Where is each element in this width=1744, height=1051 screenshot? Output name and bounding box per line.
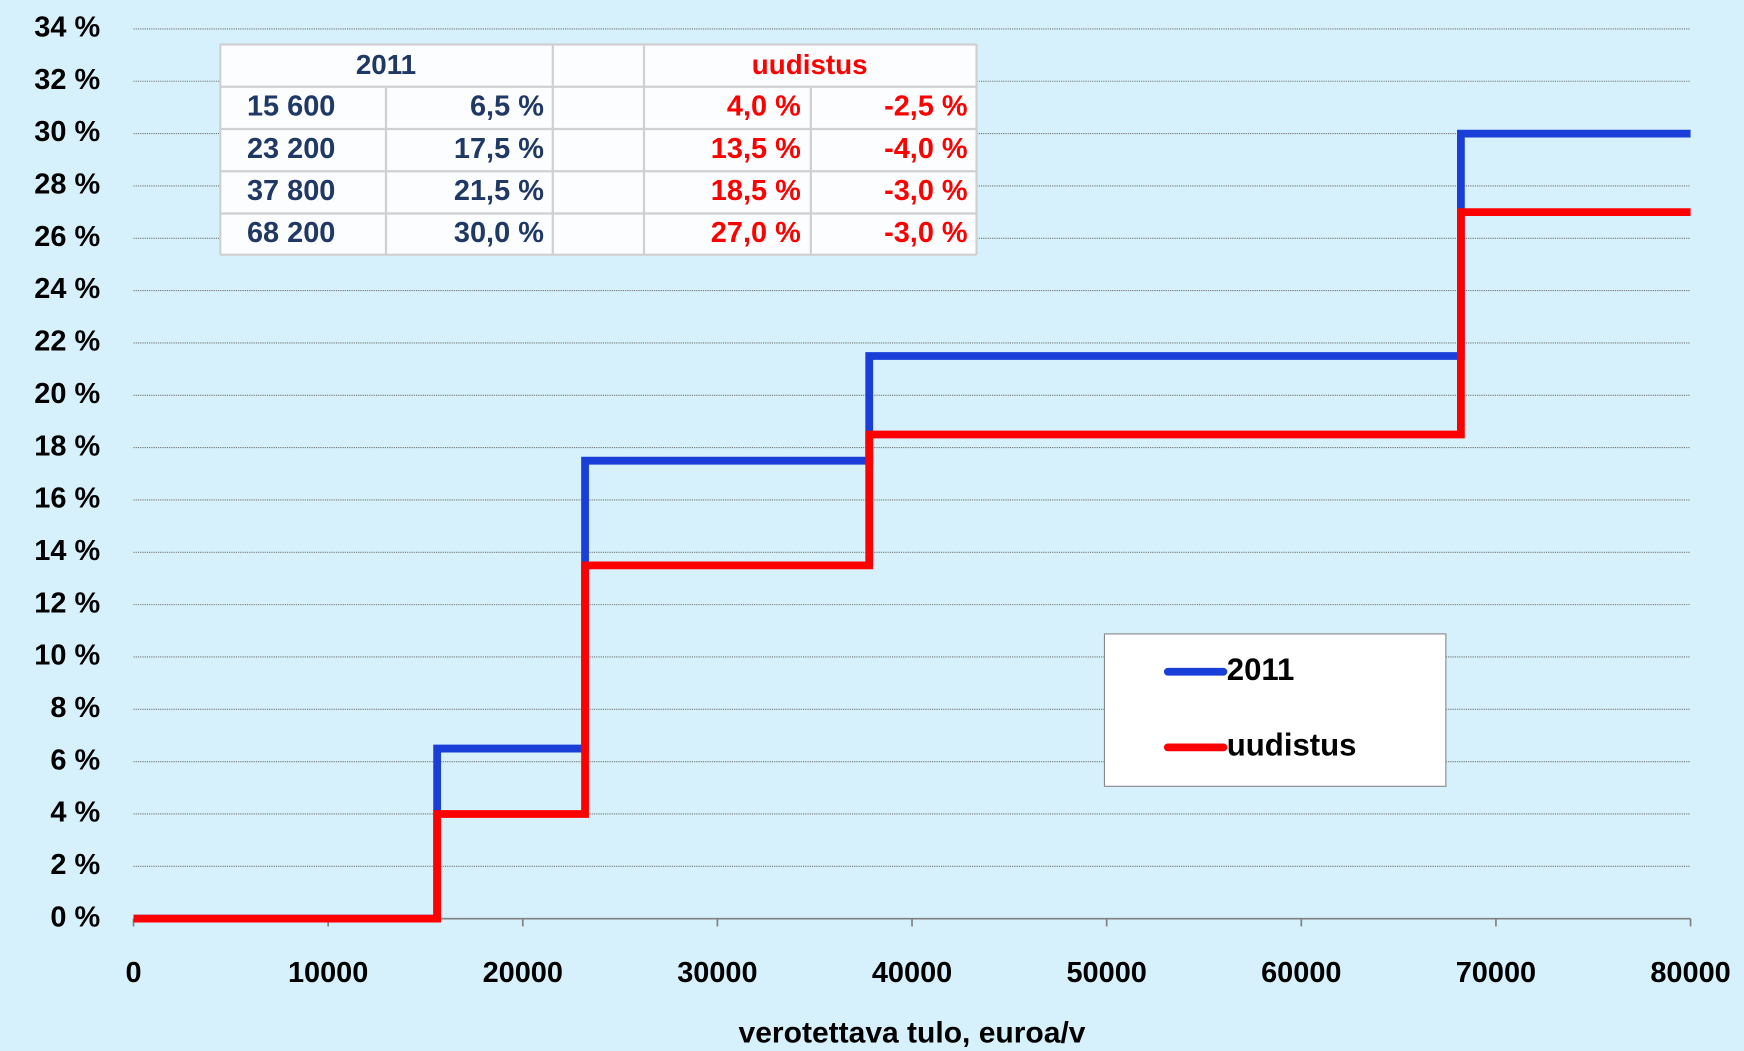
y-tick-label: 32 % — [34, 64, 100, 96]
x-tick-label: 80000 — [1650, 957, 1730, 989]
y-tick-label: 8 % — [50, 692, 100, 724]
table-cell: 15 600 — [247, 91, 335, 123]
x-tick-label: 10000 — [288, 957, 368, 989]
x-tick-label: 50000 — [1066, 957, 1146, 989]
series-line — [133, 208, 1691, 923]
table-cell: 37 800 — [247, 175, 335, 207]
y-tick-label: 26 % — [34, 221, 100, 253]
table-header: 2011 — [356, 49, 416, 80]
table-cell: -4,0 % — [884, 133, 968, 165]
table-bg — [219, 43, 978, 256]
y-tick-label: 12 % — [34, 587, 100, 619]
y-tick-label: 18 % — [34, 430, 100, 462]
y-tick-label: 2 % — [50, 849, 100, 881]
table-cell: -3,0 % — [884, 217, 968, 249]
table-cell: 30,0 % — [454, 217, 544, 249]
x-tick-label: 60000 — [1261, 957, 1341, 989]
x-tick-label: 0 — [125, 957, 141, 989]
y-tick-label: 24 % — [34, 273, 100, 305]
table-cell: -2,5 % — [884, 91, 968, 123]
y-tick-label: 30 % — [34, 116, 100, 148]
y-tick-label: 16 % — [34, 483, 100, 515]
x-tick-label: 20000 — [483, 957, 563, 989]
y-tick-label: 0 % — [50, 901, 100, 933]
y-tick-label: 10 % — [34, 640, 100, 672]
y-tick-label: 6 % — [50, 744, 100, 776]
y-tick-label: 4 % — [50, 797, 100, 829]
x-axis-label: verotettava tulo, euroa/v — [739, 1016, 1086, 1049]
y-tick-label: 22 % — [34, 326, 100, 358]
x-tick-label: 70000 — [1456, 957, 1536, 989]
y-tick-label: 28 % — [34, 169, 100, 201]
table-cell: 68 200 — [247, 217, 335, 249]
table-cell: -3,0 % — [884, 175, 968, 207]
y-tick-label: 20 % — [34, 378, 100, 410]
y-tick-label: 34 % — [34, 12, 100, 44]
table-cell: 23 200 — [247, 133, 335, 165]
y-tick-label: 14 % — [34, 535, 100, 567]
x-tick-label: 40000 — [872, 957, 952, 989]
table-cell: 27,0 % — [711, 217, 801, 249]
table-cell: 4,0 % — [727, 91, 801, 123]
table-cell: 6,5 % — [470, 91, 544, 123]
table-cell: 21,5 % — [454, 175, 544, 207]
legend-box — [1103, 633, 1447, 787]
x-tick-label: 30000 — [677, 957, 757, 989]
table-cell: 18,5 % — [711, 175, 801, 207]
table-cell: 17,5 % — [454, 133, 544, 165]
table-cell: 13,5 % — [711, 133, 801, 165]
legend-label: 2011 — [1227, 652, 1295, 687]
legend-label: uudistus — [1227, 728, 1357, 763]
table-header: uudistus — [752, 49, 868, 80]
